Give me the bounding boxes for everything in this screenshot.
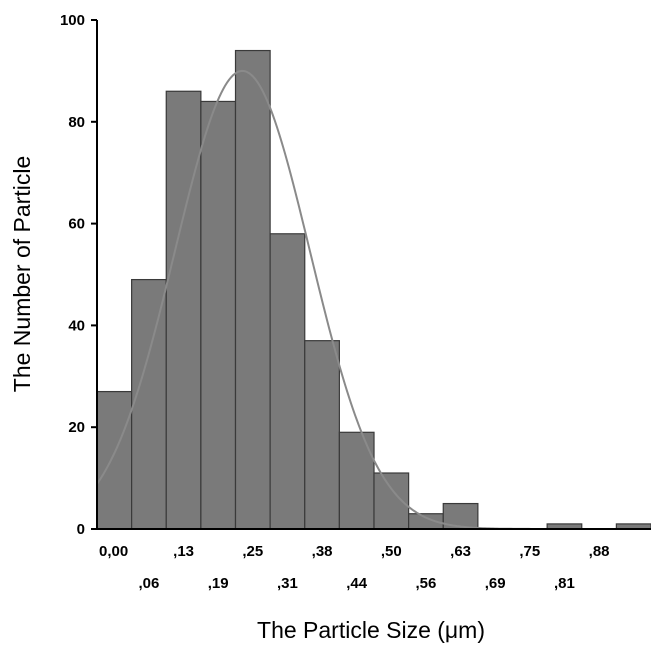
- y-tick-label: 40: [68, 317, 85, 334]
- y-tick-label: 0: [77, 521, 85, 538]
- x-tick-label: ,13: [173, 543, 194, 560]
- histogram-bar: [269, 233, 306, 530]
- y-tick-label: 80: [68, 114, 85, 131]
- x-tick-labels: 0,00 ,13 ,25 ,38 ,50 ,63 ,75 ,88 ,06 ,19 ,31 ,44 ,56…: [99, 543, 610, 592]
- x-axis-title: The Particle Size (μm): [257, 617, 485, 643]
- histogram-bar: [234, 49, 271, 530]
- bars-layer: [96, 49, 651, 530]
- x-tick-label: ,44: [346, 575, 368, 592]
- x-tick-label: ,50: [381, 543, 402, 560]
- histogram-bar: [304, 340, 340, 530]
- x-tick-label: ,56: [415, 575, 436, 592]
- x-tick-label: ,31: [277, 575, 298, 592]
- x-tick-label: ,75: [519, 543, 540, 560]
- histogram-bar: [165, 90, 202, 530]
- histogram-bar: [338, 431, 375, 530]
- x-tick-label: ,63: [450, 543, 471, 560]
- y-axis-title: The Number of Particle: [9, 156, 35, 392]
- x-tick-label: ,69: [485, 575, 506, 592]
- y-tick-label: 60: [68, 216, 85, 233]
- histogram-bar: [200, 100, 237, 530]
- y-tick-label: 100: [60, 12, 85, 29]
- x-tick-label: ,19: [208, 575, 229, 592]
- x-tick-label: ,38: [312, 543, 333, 560]
- histogram-bar: [96, 390, 133, 530]
- axes-layer: [96, 20, 651, 530]
- x-tick-label: ,81: [554, 575, 575, 592]
- x-tick-label: 0,00: [99, 543, 128, 560]
- x-tick-label: ,25: [242, 543, 263, 560]
- y-ticks: 0 20 40 60 80 100: [60, 12, 97, 538]
- histogram-bar: [131, 278, 167, 530]
- y-tick-label: 20: [68, 419, 85, 436]
- x-tick-label: ,06: [138, 575, 159, 592]
- x-tick-label: ,88: [589, 543, 610, 560]
